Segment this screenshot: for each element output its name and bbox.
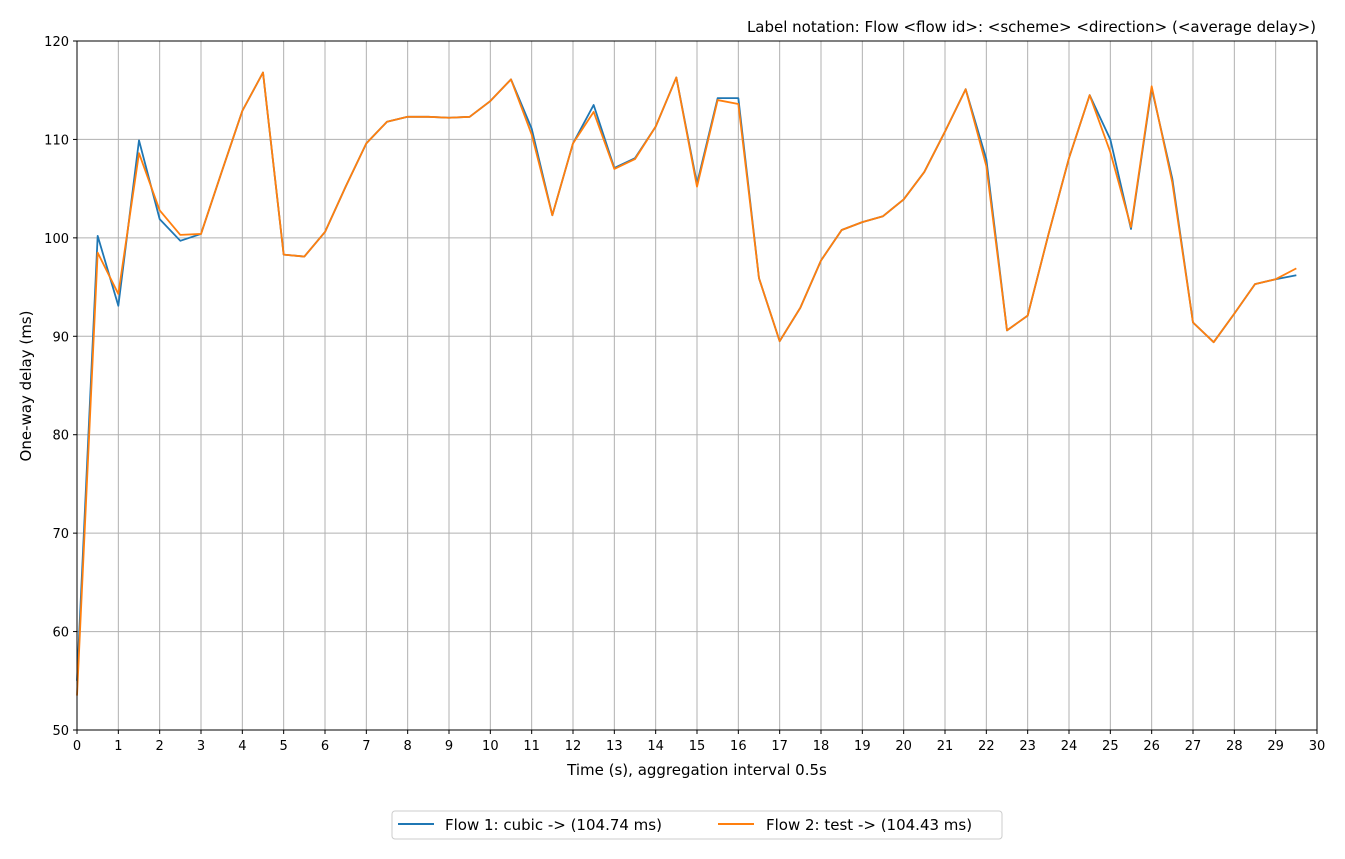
legend-label-flow-2: Flow 2: test -> (104.43 ms) [766, 816, 972, 834]
x-tick-label: 28 [1226, 739, 1243, 754]
x-tick-label: 7 [362, 739, 370, 754]
x-tick-label: 29 [1267, 739, 1284, 754]
x-tick-label: 11 [523, 739, 540, 754]
x-tick-label: 27 [1185, 739, 1202, 754]
x-tick-label: 30 [1309, 739, 1326, 754]
x-tick-label: 12 [565, 739, 582, 754]
x-tick-label: 16 [730, 739, 747, 754]
y-tick-label: 110 [44, 133, 69, 148]
x-tick-label: 0 [73, 739, 81, 754]
y-tick-label: 60 [52, 626, 69, 641]
grid [76, 40, 1318, 731]
x-tick-label: 22 [978, 739, 995, 754]
y-tick-label: 80 [52, 429, 69, 444]
x-tick-label: 8 [404, 739, 412, 754]
x-tick-label: 4 [238, 739, 246, 754]
plot-lines [76, 71, 1297, 696]
x-tick-label: 6 [321, 739, 329, 754]
x-tick-label: 26 [1143, 739, 1160, 754]
y-tick-label: 70 [52, 527, 69, 542]
x-tick-label: 23 [1019, 739, 1036, 754]
x-tick-label: 18 [813, 739, 830, 754]
y-tick-label: 90 [52, 330, 69, 345]
x-tick-label: 10 [482, 739, 499, 754]
x-tick-label: 19 [854, 739, 871, 754]
y-tick-label: 100 [44, 232, 69, 247]
y-axis-label: One-way delay (ms) [17, 311, 35, 462]
y-tick-label: 50 [52, 724, 69, 739]
x-tick-label: 15 [689, 739, 706, 754]
x-tick-label: 5 [280, 739, 288, 754]
legend-label-flow-1: Flow 1: cubic -> (104.74 ms) [445, 816, 662, 834]
x-tick-label: 21 [937, 739, 954, 754]
chart-title: Label notation: Flow <flow id>: <scheme>… [747, 18, 1316, 36]
x-tick-label: 1 [114, 739, 122, 754]
x-tick-label: 24 [1061, 739, 1078, 754]
x-tick-label: 2 [156, 739, 164, 754]
axis-ticks: 0 1 2 3 4 5 6 7 8 9 10 11 12 13 14 15 16 17 18 19 20 21 22 23 24… [44, 35, 1325, 754]
x-tick-label: 3 [197, 739, 205, 754]
y-tick-label: 120 [44, 35, 69, 50]
x-tick-label: 25 [1102, 739, 1119, 754]
x-tick-label: 13 [606, 739, 623, 754]
legend: Flow 1: cubic -> (104.74 ms) Flow 2: tes… [391, 810, 1003, 840]
x-tick-label: 17 [771, 739, 788, 754]
x-tick-label: 14 [647, 739, 664, 754]
x-tick-label: 9 [445, 739, 453, 754]
legend-box [391, 810, 1003, 840]
series-line-flow-2 [76, 71, 1297, 696]
x-axis-label: Time (s), aggregation interval 0.5s [566, 761, 827, 779]
x-tick-label: 20 [895, 739, 912, 754]
